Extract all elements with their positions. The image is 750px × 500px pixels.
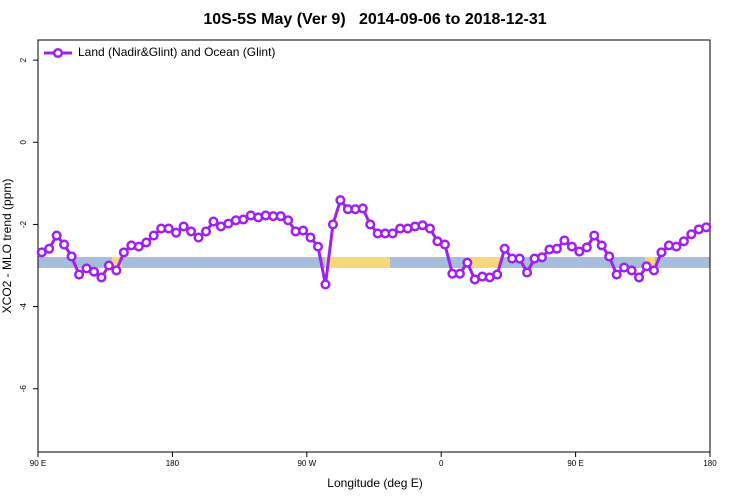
data-point [118,247,129,258]
chart-title: 10S-5S May (Ver 9) 2014-09-06 to 2018-12… [203,11,546,28]
x-tick-label: 180 [703,459,717,468]
x-axis-label: Longitude (deg E) [327,476,422,490]
data-point [327,219,338,230]
data-point [335,195,346,206]
data-point [305,232,316,243]
legend-marker [52,47,64,59]
data-point [424,223,436,234]
data-point [686,229,697,240]
data-point [74,269,85,280]
data-point [59,239,70,250]
data-point [678,236,689,247]
data-point [357,203,368,214]
data-point [148,230,159,241]
data-point [634,272,645,283]
data-point [163,223,174,234]
data-point [111,265,122,276]
data-point [648,265,660,276]
data-point [611,269,622,280]
data-point [499,243,510,254]
data-point [559,235,570,246]
data-point [275,211,286,222]
data-point [66,251,77,262]
data-point [514,253,525,264]
data-point [641,261,652,272]
data-point [387,228,398,239]
data-point [103,260,114,271]
x-tick-label: 90 W [297,459,316,468]
data-point [604,251,615,262]
data-point [171,227,182,238]
data-point [566,241,577,252]
data-point [492,269,503,280]
x-tick-label: 90 E [567,459,583,468]
data-point [208,216,219,227]
y-axis-label: XCO2 - MLO trend (ppm) [0,179,14,314]
data-point [589,230,600,241]
data-point [551,243,562,254]
data-point [581,242,592,253]
y-tick-label: 0 [19,140,28,145]
data-point [439,239,450,250]
data-point [596,240,607,251]
data-point [44,243,55,254]
data-point [320,279,331,290]
data-point [186,226,197,237]
data-point [574,246,585,257]
data-point [522,267,533,278]
data-point [462,257,473,268]
data-point [238,214,249,225]
data-point [365,219,376,230]
y-tick-label: -6 [19,385,28,393]
surface-strip [38,257,710,268]
y-tick-label: 2 [19,57,28,62]
data-point [51,230,62,241]
data-point [626,265,637,276]
data-point [133,241,144,252]
data-point [701,222,712,233]
y-tick-label: -4 [19,302,28,310]
data-point [312,241,324,252]
data-point [671,241,682,252]
x-tick-label: 90 E [30,459,46,468]
y-tick-label: -2 [19,220,28,228]
x-tick-label: 180 [166,459,180,468]
data-point [283,215,294,226]
data-point [656,247,667,258]
data-point [88,266,100,277]
legend-label: Land (Nadir&Glint) and Ocean (Glint) [78,45,275,59]
plot-frame [37,39,711,453]
x-tick-label: 0 [439,459,444,468]
data-point [454,268,465,279]
data-point [298,225,309,236]
data-point [141,237,152,248]
data-point [96,272,107,283]
data-point [193,232,204,243]
data-point [200,226,212,237]
data-point [536,252,548,263]
data-point [178,221,189,232]
data-point [36,247,47,258]
